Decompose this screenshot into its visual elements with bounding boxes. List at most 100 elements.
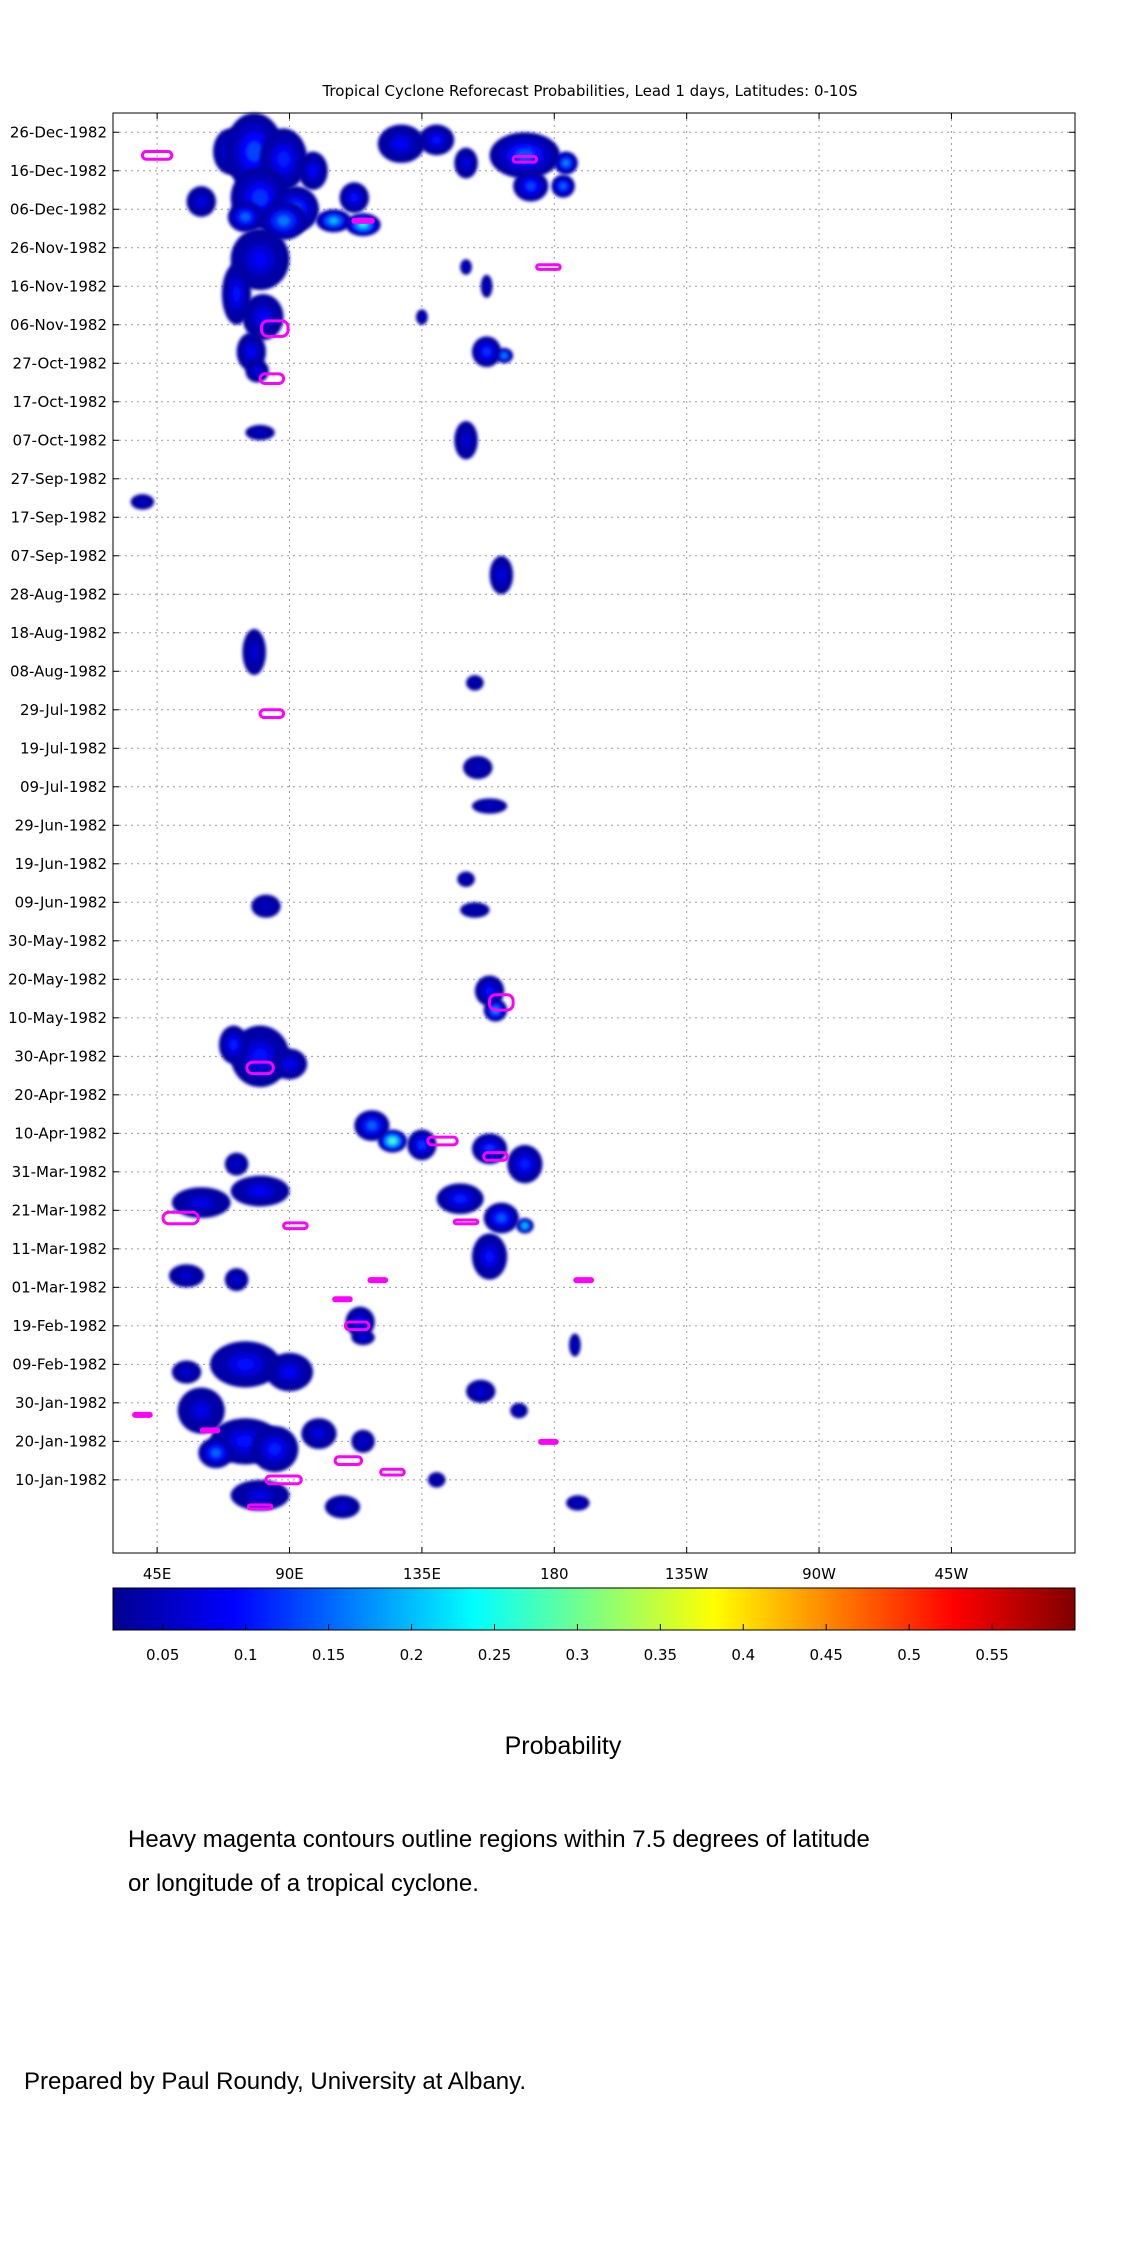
blob-level <box>182 1272 191 1279</box>
blob-level <box>252 251 268 268</box>
blob-level <box>485 1250 494 1263</box>
y-tick-label: 26-Nov-1982 <box>10 239 107 257</box>
probability-blob <box>339 182 369 214</box>
probability-blob <box>227 201 264 233</box>
y-tick-label: 18-Aug-1982 <box>10 624 107 642</box>
probability-blob <box>260 201 308 241</box>
y-tick-label: 28-Aug-1982 <box>10 585 107 603</box>
blob-level <box>285 1060 294 1068</box>
probability-blob <box>210 1341 281 1388</box>
y-tick-label: 26-Dec-1982 <box>10 123 107 141</box>
probability-blob <box>460 902 490 918</box>
cyclone-contour <box>332 1296 353 1303</box>
blob-level <box>233 1161 240 1168</box>
y-tick-label: 08-Aug-1982 <box>10 662 107 680</box>
y-tick-label: 27-Oct-1982 <box>13 354 107 372</box>
blob-level <box>283 1367 296 1377</box>
cyclone-contour <box>452 1218 480 1226</box>
probability-blob <box>265 1352 314 1392</box>
cyclone-contour <box>379 1467 406 1477</box>
blob-level <box>268 1443 281 1455</box>
y-tick-label: 09-Jun-1982 <box>15 893 107 911</box>
x-axis-ticks: 45E 90E 135E 180 135W 90W 45W <box>143 113 969 1583</box>
probability-blob <box>471 798 508 814</box>
chart-title: Tropical Cyclone Reforecast Probabilitie… <box>321 82 857 100</box>
cyclone-contour <box>538 1438 559 1445</box>
colorbar-tick-label: 0.05 <box>146 1646 179 1664</box>
blob-level <box>463 876 470 883</box>
colorbar-tick-label: 0.15 <box>312 1646 345 1664</box>
cyclone-contour <box>258 372 286 385</box>
colorbar-tick-label: 0.3 <box>565 1646 589 1664</box>
colorbar-tick-label: 0.55 <box>975 1646 1008 1664</box>
y-tick-label: 16-Dec-1982 <box>10 162 107 180</box>
blob-level <box>418 1141 426 1149</box>
probability-blob <box>271 1048 308 1080</box>
y-tick-label: 30-May-1982 <box>8 932 107 950</box>
probability-blob <box>251 894 281 918</box>
probability-blob <box>466 1379 496 1403</box>
blob-level <box>501 352 508 359</box>
probability-blob <box>301 1418 337 1450</box>
blob-level <box>329 217 339 224</box>
y-tick-label: 17-Sep-1982 <box>11 508 107 526</box>
colorbar-tick-label: 0.45 <box>810 1646 843 1664</box>
probability-blob <box>516 1218 534 1234</box>
blob-level <box>277 215 290 226</box>
x-tick-label: 90E <box>275 1565 304 1583</box>
blob-level <box>240 213 250 221</box>
cyclone-contour <box>246 1503 274 1511</box>
blob-level <box>515 1407 522 1414</box>
probability-blob <box>507 1144 543 1184</box>
blob-level <box>350 193 358 202</box>
blob-level <box>338 1503 347 1510</box>
blob-level <box>314 1429 324 1438</box>
probability-blob <box>224 1268 249 1292</box>
cyclone-contour <box>511 154 539 164</box>
blob-level <box>520 1159 530 1169</box>
probability-blob <box>418 124 455 156</box>
cyclone-contour <box>482 1151 509 1162</box>
cyclone-contour <box>140 150 174 161</box>
probability-blob <box>377 1129 408 1153</box>
probability-blob <box>351 1329 375 1346</box>
colorbar-tick-label: 0.25 <box>478 1646 511 1664</box>
probability-blob <box>463 755 493 780</box>
blob-level <box>236 1435 255 1448</box>
probability-blob <box>568 1333 581 1357</box>
y-tick-label: 20-Jan-1982 <box>15 1432 107 1450</box>
probability-blob <box>186 186 216 217</box>
blob-level <box>485 803 494 810</box>
blob-level <box>360 1438 367 1445</box>
probability-blob <box>457 871 475 887</box>
y-tick-label: 31-Mar-1982 <box>12 1163 107 1181</box>
probability-blob <box>454 421 478 460</box>
probability-blob <box>245 424 275 441</box>
cyclone-contour <box>282 1221 309 1231</box>
blob-level <box>433 1476 440 1483</box>
probability-blob <box>171 1187 231 1219</box>
blob-level <box>193 1198 209 1207</box>
probability-blob <box>483 1202 519 1234</box>
y-tick-label: 17-Oct-1982 <box>13 393 107 411</box>
blob-level <box>463 264 470 271</box>
x-tick-label: 45W <box>934 1565 968 1583</box>
x-tick-label: 135W <box>665 1565 709 1583</box>
x-tick-label: 45E <box>143 1565 172 1583</box>
blob-level <box>182 1369 191 1376</box>
blob-level <box>309 165 317 176</box>
blob-level <box>252 1187 268 1195</box>
probability-blob <box>495 347 514 364</box>
blob-level <box>277 151 290 167</box>
y-tick-label: 10-Jan-1982 <box>15 1471 107 1489</box>
y-axis-ticks: 26-Dec-1982 16-Dec-1982 06-Dec-1982 26-Nov-… <box>8 123 1075 1489</box>
probability-blob <box>245 359 269 383</box>
y-tick-label: 16-Nov-1982 <box>10 277 107 295</box>
cyclone-contour <box>573 1277 595 1284</box>
blob-level <box>526 182 536 191</box>
x-tick-label: 90W <box>802 1565 836 1583</box>
probability-blob <box>510 1402 528 1419</box>
blob-level <box>560 183 567 190</box>
probability-blob <box>198 1437 234 1469</box>
